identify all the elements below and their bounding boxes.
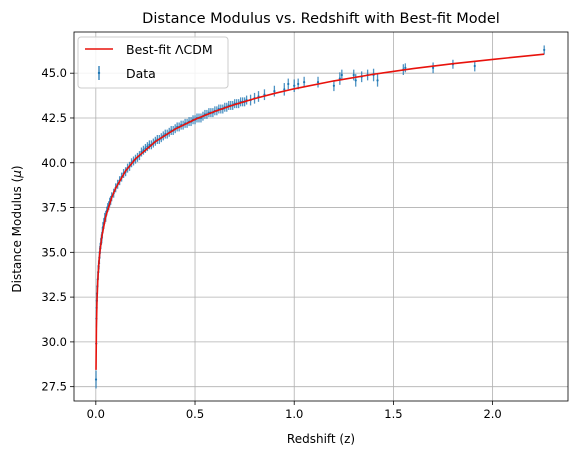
legend-marker-swatch	[97, 71, 101, 75]
legend-label-best-fit: Best-fit ΛCDM	[126, 42, 213, 57]
y-tick-label: 30.0	[41, 335, 67, 349]
chart-title: Distance Modulus vs. Redshift with Best-…	[142, 11, 500, 27]
y-axis-label: Distance Modulus (μ)	[10, 165, 24, 292]
data-point	[543, 48, 546, 52]
data-point	[273, 90, 276, 93]
y-axis-label-suffix: )	[10, 165, 24, 170]
plot-area	[94, 45, 546, 389]
data-point	[376, 79, 379, 82]
y-tick-label: 40.0	[41, 156, 67, 170]
legend-label-data: Data	[126, 66, 156, 81]
x-tick-label: 1.0	[285, 407, 303, 421]
data-point	[352, 73, 355, 77]
data-point	[404, 66, 407, 69]
y-tick-label: 32.5	[41, 290, 67, 304]
data-point	[297, 82, 300, 86]
data-point	[332, 84, 335, 87]
best-fit-line	[95, 53, 545, 370]
y-axis-label-symbol: μ	[10, 170, 24, 179]
grid	[74, 32, 568, 401]
y-tick-label: 35.0	[41, 245, 67, 259]
data-point	[316, 81, 320, 84]
x-tick-label: 0.0	[87, 407, 105, 421]
legend: Best-fit ΛCDM Data	[77, 36, 229, 89]
data-point	[473, 64, 476, 68]
data-point	[340, 73, 343, 77]
axes-frame	[73, 31, 569, 402]
data-point	[287, 82, 290, 86]
data-point	[431, 66, 435, 69]
y-tick-label: 27.5	[41, 380, 67, 394]
x-tick-label: 1.5	[384, 407, 402, 421]
y-tick-label: 45.0	[41, 66, 67, 80]
x-tick-label: 2.0	[483, 407, 501, 421]
x-axis-label: Redshift (z)	[287, 432, 355, 446]
data-point	[293, 84, 296, 87]
data-point	[354, 79, 357, 82]
data-point	[94, 378, 98, 381]
x-tick-label: 0.5	[186, 407, 204, 421]
legend-box	[77, 36, 229, 89]
data-point	[303, 81, 306, 84]
y-tick-label: 37.5	[41, 201, 67, 215]
ticks: 0.0 0.5 1.0 1.5 2.0 27.5 30.0 32.5 35.0 37.5 40.0 4…	[41, 66, 501, 421]
y-tick-label: 42.5	[41, 111, 67, 125]
data-point	[283, 88, 286, 91]
y-axis-label-prefix: Distance Modulus (	[10, 178, 24, 293]
